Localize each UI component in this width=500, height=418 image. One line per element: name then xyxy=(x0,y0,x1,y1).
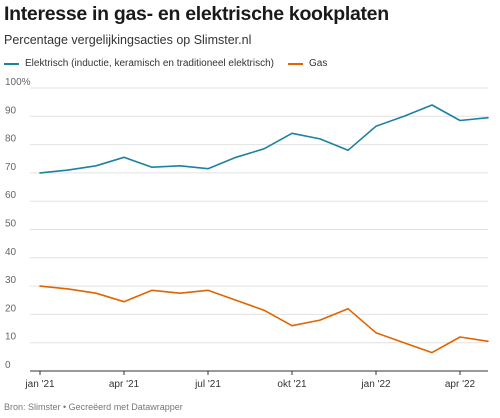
source-footer: Bron: Slimster • Gecreëerd met Datawrapp… xyxy=(4,402,183,412)
series-line-elektrisch xyxy=(39,104,489,174)
x-tick-label: jan '22 xyxy=(360,379,391,390)
x-tick-label: okt '21 xyxy=(277,379,307,390)
series-line-gas xyxy=(39,285,489,354)
legend-label-elektrisch: Elektrisch (inductie, keramisch en tradi… xyxy=(25,58,274,69)
chart-subtitle: Percentage vergelijkingsacties op Slimst… xyxy=(4,33,252,47)
legend-item-gas: Gas xyxy=(288,58,327,69)
x-tick-label: jan '21 xyxy=(24,379,55,390)
y-tick-label: 100% xyxy=(5,77,31,88)
y-tick-label: 60 xyxy=(5,190,17,201)
y-tick-label: 90 xyxy=(5,105,17,116)
legend-label-gas: Gas xyxy=(309,58,328,69)
y-tick-label: 80 xyxy=(5,134,17,145)
y-tick-label: 20 xyxy=(5,303,17,314)
y-tick-label: 50 xyxy=(5,219,17,230)
line-chart-plot: 0 10 20 30 40 50 60 70 80 90 100% jan '21 apr '21 jul… xyxy=(5,77,489,390)
legend-swatch-elektrisch xyxy=(4,62,19,65)
y-tick-label: 30 xyxy=(5,275,17,286)
legend-swatch-gas xyxy=(288,62,303,65)
chart-legend: Elektrisch (inductie, keramisch en tradi… xyxy=(4,58,341,69)
chart-title: Interesse in gas- en elektrische kookpla… xyxy=(4,3,389,25)
y-tick-label: 70 xyxy=(5,162,17,173)
legend-item-elektrisch: Elektrisch (inductie, keramisch en tradi… xyxy=(4,58,274,69)
y-tick-label: 10 xyxy=(5,332,17,343)
y-tick-label: 0 xyxy=(5,360,11,371)
x-tick-label: apr '22 xyxy=(445,379,476,390)
x-tick-label: jul '21 xyxy=(194,379,221,390)
x-tick-label: apr '21 xyxy=(109,379,140,390)
y-tick-label: 40 xyxy=(5,247,17,258)
